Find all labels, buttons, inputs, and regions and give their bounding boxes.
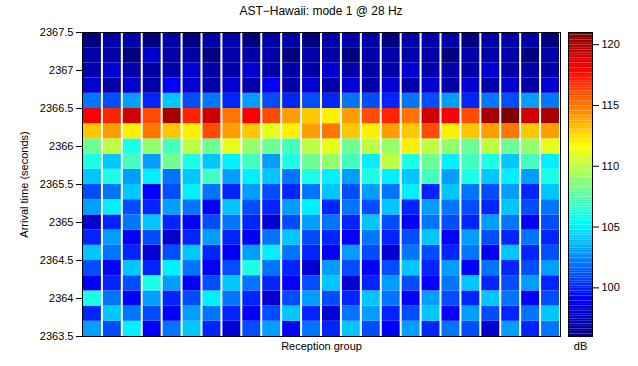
svg-text:2364: 2364 xyxy=(49,292,73,304)
svg-text:Reception group: Reception group xyxy=(281,340,362,352)
svg-text:2366.5: 2366.5 xyxy=(40,102,74,114)
svg-text:2367: 2367 xyxy=(49,64,73,76)
svg-text:2364.5: 2364.5 xyxy=(40,254,74,266)
html-text:AST−Hawaii: mode 1 @ 28 Hz: AST−Hawaii: mode 1 @ 28 Hz xyxy=(239,4,403,18)
svg-text:120: 120 xyxy=(602,38,620,50)
svg-text:Arrival time (seconds): Arrival time (seconds) xyxy=(18,131,30,237)
svg-text:115: 115 xyxy=(602,99,620,111)
svg-text:2365.5: 2365.5 xyxy=(40,178,74,190)
svg-text:100: 100 xyxy=(602,281,620,293)
svg-text:2363.5: 2363.5 xyxy=(40,330,74,342)
svg-text:2367.5: 2367.5 xyxy=(40,26,74,38)
svg-text:110: 110 xyxy=(602,160,620,172)
svg-text:2366: 2366 xyxy=(49,140,73,152)
svg-text:2365: 2365 xyxy=(49,216,73,228)
svg-text:dB: dB xyxy=(574,340,587,352)
svg-text:105: 105 xyxy=(602,221,620,233)
